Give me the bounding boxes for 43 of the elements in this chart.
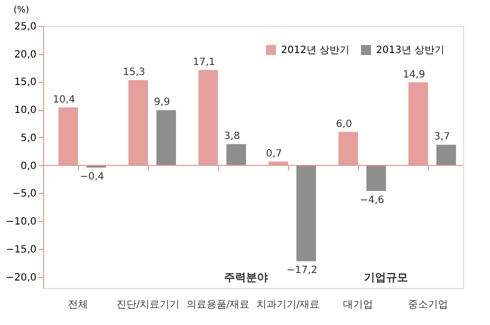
x-tick-label: 전체 (68, 300, 88, 310)
data-label: 0,7 (266, 148, 282, 160)
bar (408, 82, 428, 166)
bar (198, 70, 218, 166)
bar (436, 144, 456, 166)
y-tick-label: −20,0 (6, 272, 36, 284)
annotation: 기업규모 (364, 271, 408, 284)
legend-label: 2012년 상반기 (281, 45, 350, 56)
bar (58, 107, 78, 166)
bar (226, 144, 246, 166)
data-label: −0,4 (80, 172, 104, 183)
x-tick-label: 중소기업 (408, 300, 448, 310)
y-tick-label: 0,0 (20, 160, 36, 172)
y-tick-label: 5,0 (20, 132, 36, 144)
y-tick-label: 10,0 (14, 105, 36, 116)
data-label: −17,2 (286, 265, 318, 276)
x-tick-label: 의료용품/재료 (186, 300, 250, 310)
y-tick-label: −5,0 (12, 188, 36, 200)
data-label: 6,0 (336, 118, 352, 130)
y-tick-label: 15,0 (14, 77, 36, 88)
x-tick-label: 진단/치료기기 (116, 300, 180, 310)
y-tick-label: −10,0 (6, 216, 36, 228)
x-tick-label: 대기업 (343, 300, 373, 310)
data-label: 17,1 (192, 57, 216, 68)
data-label: 9,9 (154, 97, 170, 108)
bar (296, 165, 316, 262)
bar (366, 165, 386, 192)
annotation: 주력분야 (224, 271, 268, 284)
y-axis-title: (%) (14, 6, 30, 16)
y-tick-label: 20,0 (14, 49, 36, 60)
data-label: 10,4 (52, 94, 76, 106)
data-label: 3,7 (434, 132, 450, 143)
bar (156, 110, 176, 166)
y-tick-label: −15,0 (6, 244, 36, 256)
data-label: 14,9 (402, 69, 426, 80)
bar (128, 80, 148, 166)
legend-label: 2013년 상반기 (376, 45, 445, 56)
y-tick-label: 25,0 (14, 22, 36, 32)
bar (338, 132, 358, 166)
data-label: −4,6 (360, 195, 384, 206)
data-label: 3,8 (224, 131, 240, 142)
x-tick-label: 치과기기/재료 (256, 300, 320, 310)
data-label: 15,3 (122, 67, 146, 78)
